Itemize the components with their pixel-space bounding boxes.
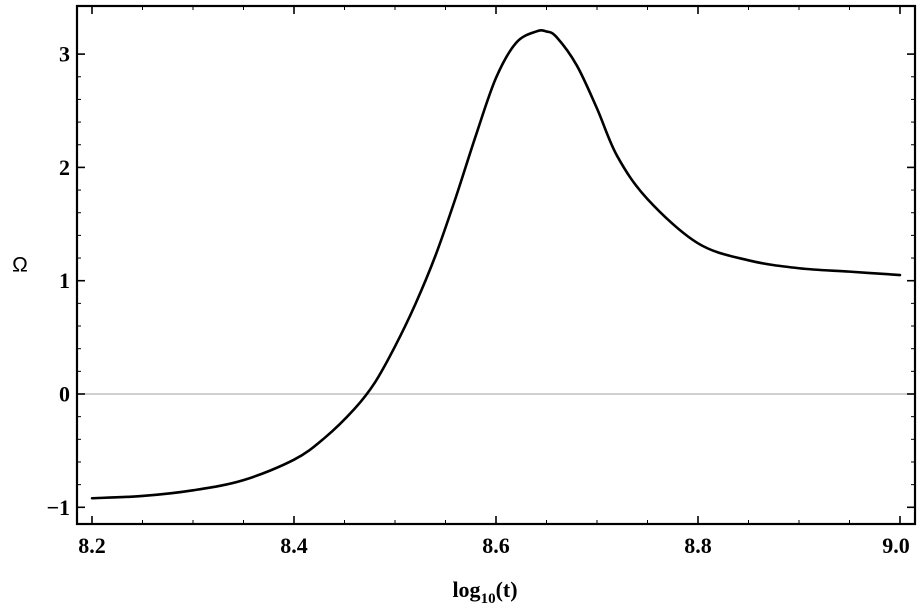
y-tick-label: 2 (59, 155, 70, 180)
x-tick-label: 8.2 (78, 533, 106, 558)
y-axis-label: Ω (12, 254, 28, 277)
y-tick-label: 1 (59, 268, 70, 293)
x-tick-label: 8.6 (482, 533, 510, 558)
series-line (90, 29, 902, 500)
y-axis-tick-labels: −1 0 1 2 3 (46, 42, 70, 520)
x-tick-label: 8.4 (280, 533, 308, 558)
plot-frame (75, 4, 917, 526)
y-axis-ticks (77, 53, 915, 509)
y-tick-label: −1 (46, 495, 70, 520)
y-tick-label: 0 (59, 382, 70, 407)
x-axis-tick-labels: 8.2 8.4 8.6 8.8 9.0 (78, 533, 910, 558)
x-axis-label: log10(t) (452, 577, 517, 607)
y-tick-label: 3 (59, 42, 70, 67)
x-tick-label: 9.0 (882, 533, 910, 558)
x-tick-label: 8.8 (684, 533, 712, 558)
x-axis-label-base: log (452, 577, 480, 602)
x-axis-label-argument: (t) (496, 577, 518, 602)
x-axis-label-subscript: 10 (481, 591, 496, 607)
plot-area (75, 4, 917, 526)
